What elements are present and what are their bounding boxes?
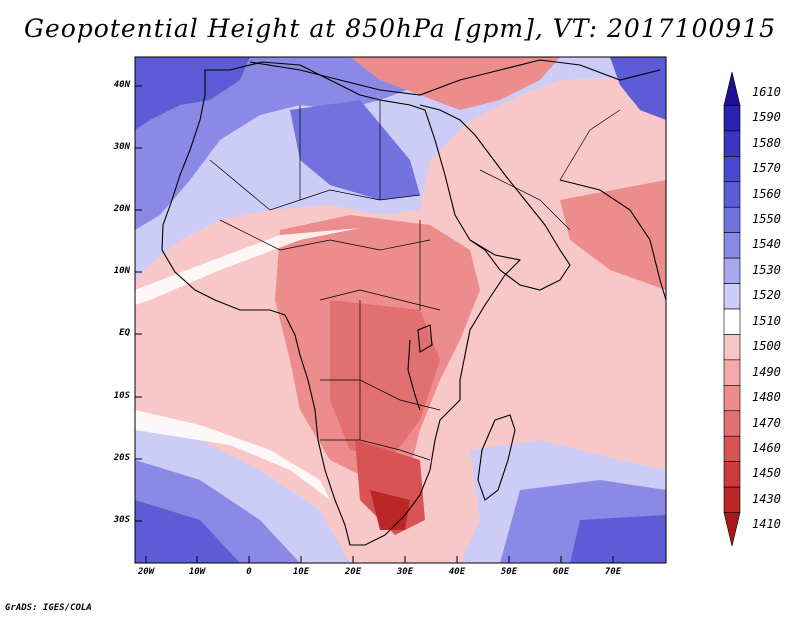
lon-label-10e: 10E (292, 567, 310, 577)
plot-frame (134, 56, 667, 564)
lat-label-20n: 20N (113, 204, 130, 214)
lat-label-10n: 10N (113, 266, 130, 276)
legend-swatch (723, 385, 741, 412)
arabia-coastline (419, 104, 571, 291)
lat-label-30s: 30S (113, 515, 130, 525)
country-borders (209, 100, 621, 461)
legend-level-label: 1450 (752, 466, 781, 481)
africa-coastline (161, 61, 522, 546)
legend-level-label: 1470 (752, 415, 781, 430)
field-east-red (330, 300, 440, 460)
field-india-red (560, 180, 666, 290)
lon-label-50e: 50E (500, 567, 518, 577)
border-south-central (320, 379, 441, 411)
legend-swatch (723, 486, 741, 513)
lat-label-30n: 30N (113, 142, 130, 152)
rift-lakes (407, 339, 421, 411)
border-southern (320, 439, 431, 461)
lat-label-20s: 20S (113, 453, 130, 463)
legend-swatch (723, 181, 741, 208)
border-arabia (479, 169, 571, 231)
lon-label-60e: 60E (552, 567, 570, 577)
legend-level-label: 1530 (752, 262, 781, 277)
legend-swatch (723, 334, 741, 361)
border-sahel (209, 159, 421, 211)
coastlines (161, 59, 666, 546)
lat-label-40n: 40N (113, 80, 130, 90)
legend-swatch (723, 512, 741, 547)
lon-label-10w: 10W (188, 567, 206, 577)
india-coastline (559, 179, 666, 301)
legend-level-label: 1520 (752, 288, 781, 303)
legend-level-label: 1550 (752, 211, 781, 226)
legend-swatch (723, 232, 741, 259)
field-se-strong-blue (570, 515, 666, 563)
legend-swatch (723, 410, 741, 437)
legend-swatch (723, 435, 741, 462)
border-iran (559, 109, 621, 181)
legend-level-label: 1430 (752, 491, 781, 506)
contour-field (135, 57, 666, 563)
legend-level-label: 1510 (752, 313, 781, 328)
legend-level-label: 1460 (752, 440, 781, 455)
lake-victoria (417, 324, 433, 353)
legend-swatch (723, 130, 741, 157)
grads-credit: GrADS: IGES/COLA (5, 603, 92, 613)
legend-level-label: 1500 (752, 339, 781, 354)
border-west-africa (219, 219, 431, 251)
legend-swatch (723, 105, 741, 132)
lon-label-30e: 30E (396, 567, 414, 577)
legend-swatch (723, 156, 741, 183)
legend-swatch (723, 206, 741, 233)
legend-swatch (723, 283, 741, 310)
legend-level-label: 1590 (752, 110, 781, 125)
legend-level-label: 1570 (752, 161, 781, 176)
ticks (135, 85, 614, 563)
legend-swatch (723, 308, 741, 335)
legend-level-label: 1610 (752, 84, 781, 99)
legend-swatch (723, 359, 741, 386)
legend-swatch (723, 71, 741, 106)
field-med-red (350, 57, 560, 110)
field-north-mid-blue (135, 57, 430, 230)
lat-label-10s: 10S (113, 391, 130, 401)
field-sw-strong-blue (135, 500, 240, 563)
field-ne-blue (610, 57, 666, 120)
mediterranean-north-coastline (249, 59, 661, 96)
legend-swatch (723, 257, 741, 284)
legend-level-label: 1560 (752, 186, 781, 201)
lat-label-eq: EQ (119, 328, 130, 338)
lon-label-0: 0 (246, 567, 252, 577)
legend-level-label: 1480 (752, 390, 781, 405)
legend-level-label: 1490 (752, 364, 781, 379)
lon-label-70e: 70E (604, 567, 622, 577)
legend-colorbar (723, 71, 741, 547)
field-nw-strong-blue (135, 57, 250, 130)
legend-level-label: 1410 (752, 517, 781, 532)
lon-label-20w: 20W (137, 567, 155, 577)
lon-label-40e: 40E (448, 567, 466, 577)
lon-label-20e: 20E (344, 567, 362, 577)
legend-swatch (723, 461, 741, 488)
legend-level-label: 1540 (752, 237, 781, 252)
field-white-band-south (135, 410, 330, 500)
map-title: Geopotential Height at 850hPa [gpm], VT:… (23, 14, 777, 43)
field-sahara-blue (290, 100, 420, 200)
legend-level-label: 1580 (752, 135, 781, 150)
madagascar-coastline (477, 414, 516, 501)
